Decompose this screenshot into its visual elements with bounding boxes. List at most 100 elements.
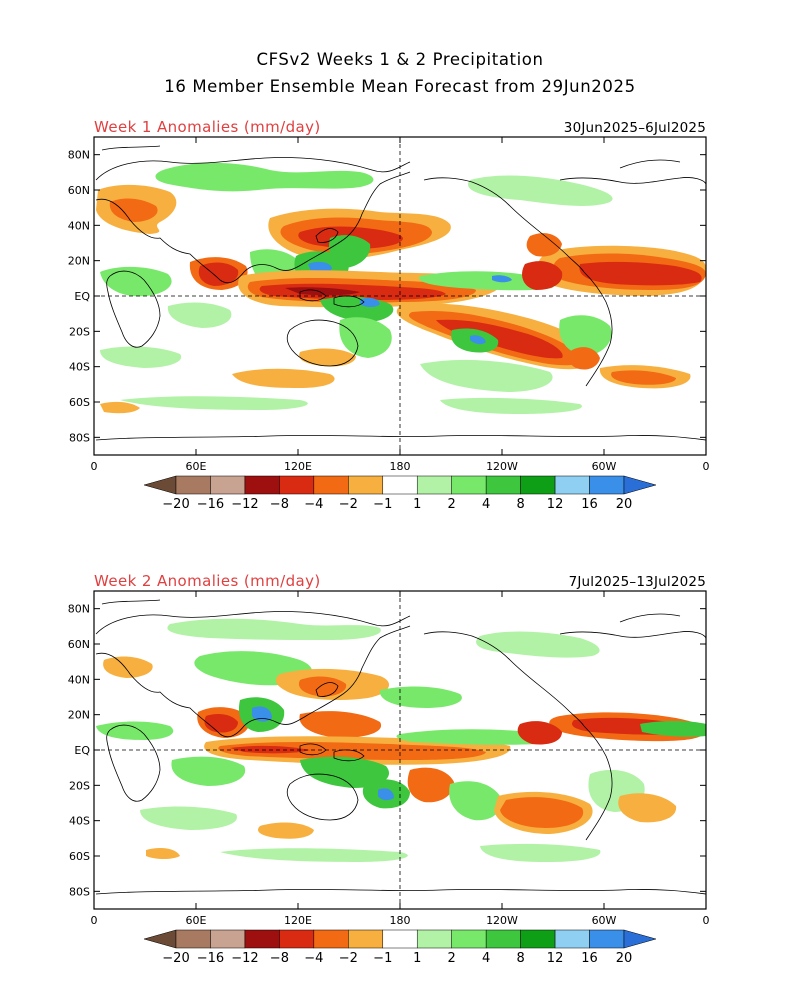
main-title-line-2: 16 Member Ensemble Mean Forecast from 29… (164, 77, 635, 96)
w2-orange-south-pac-east (500, 797, 584, 828)
week-2-panel: Week 2 Anomalies (mm/day) 7Jul2025–13Jul… (68, 572, 710, 966)
colorbar-cell (382, 929, 418, 949)
week-1-lon-axis: 0 60E 120E 180 120W 60W 0 (91, 137, 710, 473)
colorbar-cell (520, 475, 556, 495)
w2-blue-bay-core (252, 706, 272, 722)
colorbar-cell (175, 475, 211, 495)
colorbar-label: 16 (581, 951, 598, 966)
lat-label: EQ (74, 290, 90, 303)
week-1-coastlines (95, 145, 706, 441)
w2-orange-wpac-eq (218, 742, 486, 760)
colorbar-arrow-high (623, 929, 657, 949)
lat-label: EQ (74, 744, 90, 757)
colorbar-label: 16 (581, 497, 598, 512)
w2-green-maritime (300, 756, 390, 788)
colorbar-cell (589, 475, 625, 495)
colorbar-label: −8 (270, 951, 289, 966)
colorbar-label: −12 (231, 951, 258, 966)
w1-green-samerica (559, 315, 612, 356)
w1-green-so-west (100, 346, 182, 368)
colorbar-cell (485, 475, 521, 495)
colorbar-label: −4 (304, 497, 323, 512)
w1-darkred-wpac-eq (285, 287, 360, 296)
w1-yellow-so-far (100, 401, 140, 414)
colorbar-label: −2 (339, 951, 358, 966)
w1-orange-samerica (568, 347, 600, 370)
lat-label: 20N (68, 255, 90, 268)
colorbar-label: 12 (547, 497, 564, 512)
lat-label: 80N (68, 603, 90, 616)
w2-green-itcz-pac (396, 729, 547, 745)
w1-orange-so-chile (611, 370, 676, 385)
colorbar-arrow-low (143, 475, 177, 495)
colorbar-arrow-low (143, 929, 177, 949)
w1-orange-gulf (526, 233, 562, 257)
lat-label: 60N (68, 638, 90, 651)
colorbar-label: 1 (413, 497, 421, 512)
w1-blue-itcz (492, 275, 512, 283)
lon-label: 120E (284, 914, 312, 927)
w1-green-siberia (155, 162, 374, 192)
week-1-lat-axis: 80N 60N 40N 20N EQ 20S 40S 60S 80S (68, 149, 706, 444)
lon-label: 0 (91, 914, 98, 927)
lat-label: 40N (68, 673, 90, 686)
colorbar-cell (313, 929, 349, 949)
colorbar-cell (416, 929, 452, 949)
lat-label: 80S (69, 885, 90, 898)
lat-label: 80S (69, 431, 90, 444)
week-2-map (95, 599, 706, 895)
colorbar-cell (416, 475, 452, 495)
lat-label: 40S (69, 815, 90, 828)
colorbar-label: −12 (231, 497, 258, 512)
w2-red-central-america (517, 721, 562, 745)
colorbar-arrow-high (623, 475, 657, 495)
lat-label: 20S (69, 779, 90, 792)
colorbar-cell (313, 475, 349, 495)
w1-green-southern-ocean (420, 359, 553, 392)
colorbar-cell (382, 475, 418, 495)
w2-yellow-europe (103, 656, 153, 678)
w1-red-india (198, 262, 239, 286)
lon-label: 60E (186, 914, 207, 927)
colorbar-cell (210, 929, 246, 949)
colorbar-cell (279, 929, 315, 949)
lat-label: 60S (69, 850, 90, 863)
colorbar-label: 2 (448, 497, 456, 512)
w1-yellow-so-1 (232, 368, 335, 388)
lon-label: 120W (486, 914, 518, 927)
lat-label: 20N (68, 709, 90, 722)
colorbar-cell (175, 929, 211, 949)
colorbar-cell (554, 929, 590, 949)
colorbar-label: −2 (339, 497, 358, 512)
lon-label: 60E (186, 460, 207, 473)
w2-green-mid-indian (171, 756, 246, 786)
lat-label: 60N (68, 184, 90, 197)
colorbar-cell (520, 929, 556, 949)
w2-orange-spcz (407, 767, 454, 803)
main-title-line-1: CFSv2 Weeks 1 & 2 Precipitation (256, 50, 543, 69)
colorbar-label: −4 (304, 951, 323, 966)
w1-green-itcz (418, 271, 555, 291)
colorbar-label: −20 (162, 951, 189, 966)
w2-orange-japan (298, 676, 347, 697)
w2-green-so-3 (480, 843, 601, 862)
week-2-lat-axis: 80N 60N 40N 20N EQ 20S 40S 60S 80S (68, 603, 706, 898)
colorbar-label: −20 (162, 497, 189, 512)
week-2-anomaly-field (96, 618, 706, 862)
lon-label: 120E (284, 460, 312, 473)
colorbar-cell (348, 929, 384, 949)
colorbar-cell (244, 475, 280, 495)
colorbar-label: 20 (616, 497, 633, 512)
week-2-colorbar: −20 −16 −12 −8 −4 −2 −1 1 2 4 8 12 16 20 (143, 929, 657, 966)
w1-green-australia (339, 317, 392, 358)
w2-red-wpac-eq (230, 745, 310, 754)
w1-red-central-america (522, 261, 563, 290)
colorbar-label: −16 (197, 951, 224, 966)
lon-label: 60W (592, 914, 617, 927)
w2-green-so-1 (140, 806, 237, 830)
colorbar-label: −16 (197, 497, 224, 512)
colorbar-cell (589, 929, 625, 949)
colorbar-cell (210, 475, 246, 495)
week-2-lon-axis: 0 60E 120E 180 120W 60W 0 (91, 591, 710, 927)
colorbar-label: −8 (270, 497, 289, 512)
